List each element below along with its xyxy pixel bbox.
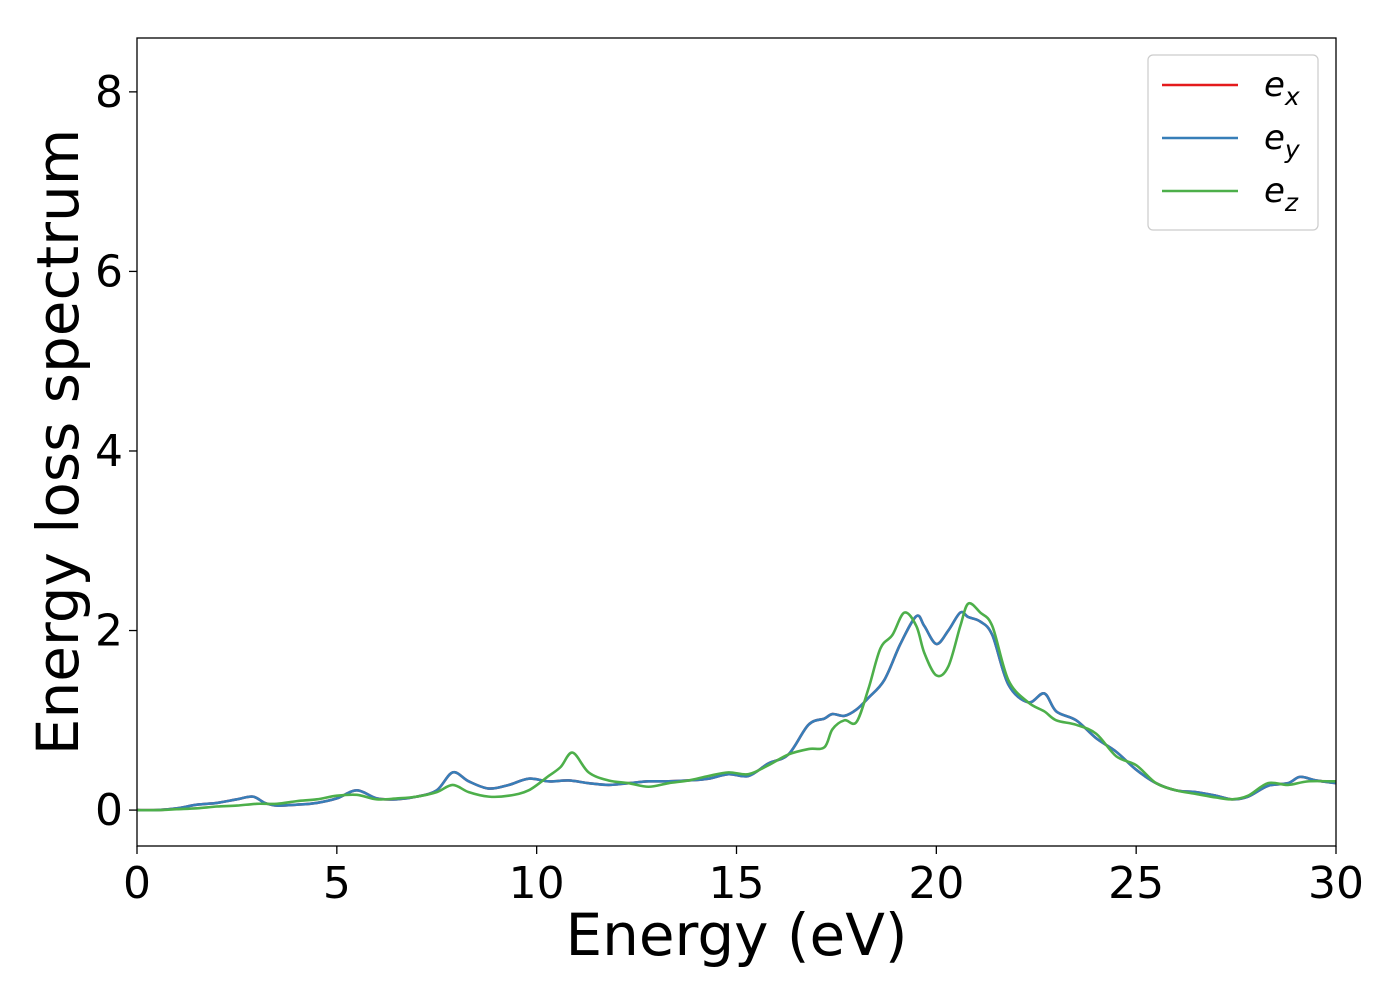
series-line-e-y [137, 610, 1336, 812]
y-tick-label: 4 [95, 426, 123, 477]
legend-box [1147, 54, 1319, 231]
x-tick-label: 0 [123, 858, 151, 909]
x-tick-label: 15 [709, 858, 765, 909]
y-tick-label: 6 [95, 246, 123, 297]
x-tick-label: 10 [509, 858, 565, 909]
y-tick-label: 0 [95, 785, 123, 836]
y-tick-label: 2 [95, 606, 123, 657]
series-line-e-x [137, 610, 1336, 812]
y-axis-ticks: 0 2 4 6 8 [95, 67, 137, 836]
y-tick-label: 8 [95, 67, 123, 118]
y-axis-title: Energy loss spectrum [24, 129, 92, 755]
x-axis-title: Energy (eV) [565, 901, 907, 969]
series-line-e-z [137, 601, 1336, 812]
x-tick-label: 25 [1108, 858, 1164, 909]
x-axis-ticks: 0 5 10 15 20 25 30 [123, 846, 1364, 909]
x-tick-label: 30 [1308, 858, 1364, 909]
x-tick-label: 5 [323, 858, 351, 909]
x-tick-label: 20 [908, 858, 964, 909]
